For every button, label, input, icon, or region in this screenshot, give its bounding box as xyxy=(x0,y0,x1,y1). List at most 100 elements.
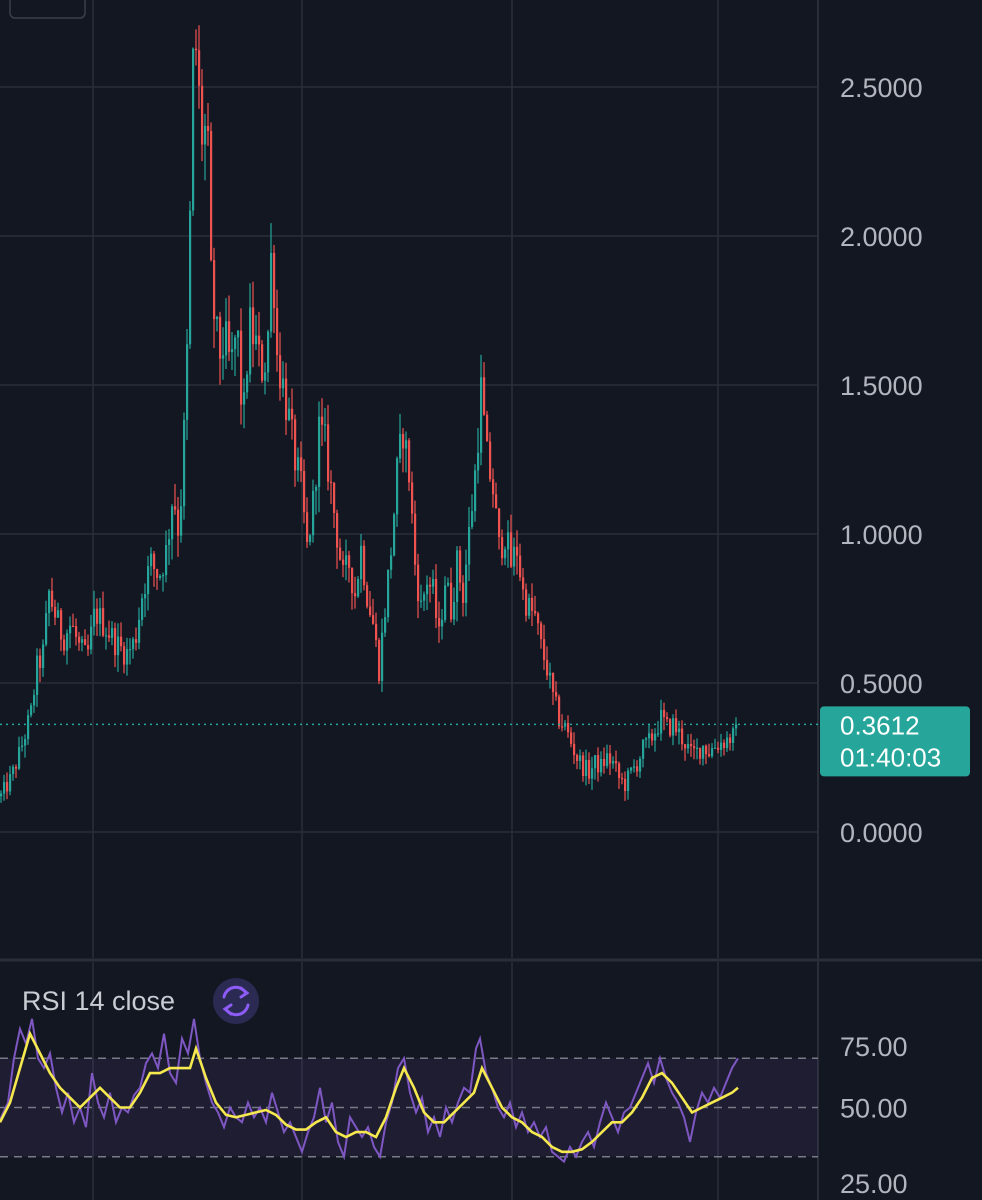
rsi-band-lines xyxy=(0,1057,818,1158)
candle-down xyxy=(333,482,336,513)
candle-down xyxy=(330,481,333,483)
candle-up xyxy=(264,372,267,381)
candle-down xyxy=(624,778,627,791)
candle-down xyxy=(723,742,726,749)
candle-down xyxy=(198,50,201,86)
candle-down xyxy=(6,782,9,792)
candle-up xyxy=(150,553,153,567)
candle-down xyxy=(576,755,579,761)
candle-up xyxy=(600,758,603,773)
candle-down xyxy=(351,567,354,594)
candle-up xyxy=(696,747,699,749)
candle-up xyxy=(48,590,51,614)
candle-up xyxy=(225,321,228,356)
candle-up xyxy=(390,555,393,570)
candle-up xyxy=(270,252,273,332)
candle-up xyxy=(639,758,642,772)
candle-down xyxy=(489,441,492,480)
candle-up xyxy=(168,539,171,545)
candle-up xyxy=(633,766,636,768)
candle-down xyxy=(705,745,708,755)
price-tick-label: 0.0000 xyxy=(840,818,923,848)
candle-down xyxy=(729,737,732,744)
candle-up xyxy=(9,774,12,792)
candle-down xyxy=(429,584,432,587)
price-tick-label: 0.5000 xyxy=(840,669,923,699)
candle-down xyxy=(294,419,297,471)
candle-down xyxy=(306,512,309,542)
toolbar-button-partial[interactable] xyxy=(9,0,86,19)
candle-down xyxy=(354,593,357,597)
candle-down xyxy=(303,470,306,513)
candle-up xyxy=(204,125,207,145)
candle-up xyxy=(393,514,396,556)
candle-down xyxy=(15,766,18,769)
candle-down xyxy=(87,645,90,650)
candle-down xyxy=(558,696,561,727)
candle-down xyxy=(681,728,684,745)
candle-down xyxy=(495,494,498,509)
candle-up xyxy=(267,331,270,373)
candle-down xyxy=(540,623,543,640)
candle-up xyxy=(312,490,315,536)
candle-down xyxy=(684,744,687,749)
candle-down xyxy=(699,747,702,759)
candle-up xyxy=(441,619,444,627)
candle-up xyxy=(57,610,60,618)
candle-down xyxy=(510,532,513,567)
price-axis[interactable]: 0.0000 0.5000 1.0000 1.5000 2.0000 2.5000 xyxy=(840,73,923,848)
candle-down xyxy=(177,509,180,536)
rsi-tick-label: 50.00 xyxy=(840,1094,908,1124)
candle-down xyxy=(54,606,57,618)
price-tick-label: 1.5000 xyxy=(840,371,923,401)
candle-up xyxy=(282,378,285,389)
candle-down xyxy=(459,550,462,583)
rsi-line xyxy=(0,1018,739,1164)
candle-down xyxy=(210,131,213,261)
candle-down xyxy=(501,537,504,559)
rsi-legend-title[interactable]: RSI 14 close xyxy=(22,986,175,1016)
candle-down xyxy=(534,610,537,614)
candle-up xyxy=(579,755,582,761)
candle-down xyxy=(402,433,405,449)
candle-up xyxy=(648,733,651,739)
candle-down xyxy=(153,553,156,569)
candle-down xyxy=(51,590,54,607)
candle-up xyxy=(660,709,663,734)
candle-up xyxy=(606,753,609,767)
candle-down xyxy=(609,753,612,764)
candle-up xyxy=(66,633,69,651)
candle-up xyxy=(246,374,249,393)
candle-up xyxy=(687,744,690,749)
candle-up xyxy=(141,598,144,620)
candle-up xyxy=(465,564,468,603)
candle-down xyxy=(219,316,222,359)
last-price-value: 0.3612 xyxy=(840,710,920,740)
candle-up xyxy=(183,419,186,507)
rsi-axis[interactable]: 25.00 50.00 75.00 xyxy=(840,1032,908,1199)
candle-down xyxy=(555,692,558,697)
candle-up xyxy=(171,506,174,540)
candle-down xyxy=(708,754,711,757)
candle-up xyxy=(627,770,630,791)
candle-up xyxy=(144,594,147,599)
candle-down xyxy=(207,125,210,132)
candle-up xyxy=(132,639,135,650)
candle-down xyxy=(498,508,501,538)
price-pane[interactable] xyxy=(0,25,818,803)
candle-up xyxy=(0,793,3,797)
candle-down xyxy=(96,608,99,624)
candle-down xyxy=(378,640,381,681)
candle-down xyxy=(543,639,546,660)
rsi-pane[interactable] xyxy=(0,1018,818,1164)
candle-up xyxy=(117,636,120,656)
candle-down xyxy=(675,718,678,733)
candle-down xyxy=(603,758,606,767)
candle-down xyxy=(363,545,366,586)
candle-up xyxy=(324,424,327,426)
rsi-settings-button[interactable] xyxy=(213,978,259,1024)
candle-up xyxy=(69,625,72,634)
candle-down xyxy=(669,719,672,736)
